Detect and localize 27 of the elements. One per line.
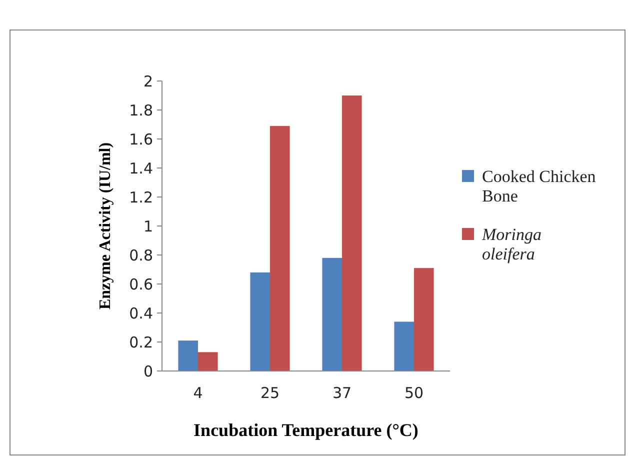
y-tick-label: 0.4 (129, 304, 153, 322)
y-tick-label: 0.6 (129, 275, 153, 294)
x-tick-label: 50 (404, 384, 424, 402)
y-tick-label: 1.8 (129, 101, 153, 120)
x-tick-label: 4 (193, 384, 203, 402)
y-tick-label: 0.2 (129, 333, 153, 352)
bar (342, 96, 362, 371)
bar (394, 322, 414, 371)
x-axis-title: Incubation Temperature (°C) (194, 420, 418, 440)
legend-label: Cooked Chicken Bone (482, 166, 596, 206)
y-tick-label: 2 (143, 72, 153, 90)
bar (178, 340, 198, 371)
x-tick-label: 25 (260, 384, 280, 402)
y-tick-label: 0.8 (129, 246, 153, 264)
legend-label: Moringa oleifera (481, 224, 542, 264)
bar (414, 268, 434, 371)
y-axis-title: Enzyme Activity (IU/ml) (97, 142, 114, 310)
y-tick-label: 1 (143, 217, 153, 236)
y-tick-label: 1.6 (129, 130, 153, 148)
bar (322, 258, 342, 371)
y-tick-label: 0 (143, 362, 153, 380)
y-tick-label: 1.4 (129, 159, 153, 178)
y-tick-label: 1.2 (129, 188, 153, 206)
bar (270, 126, 290, 371)
x-tick-label: 37 (332, 384, 352, 402)
bar (250, 272, 270, 371)
bar (198, 352, 218, 371)
